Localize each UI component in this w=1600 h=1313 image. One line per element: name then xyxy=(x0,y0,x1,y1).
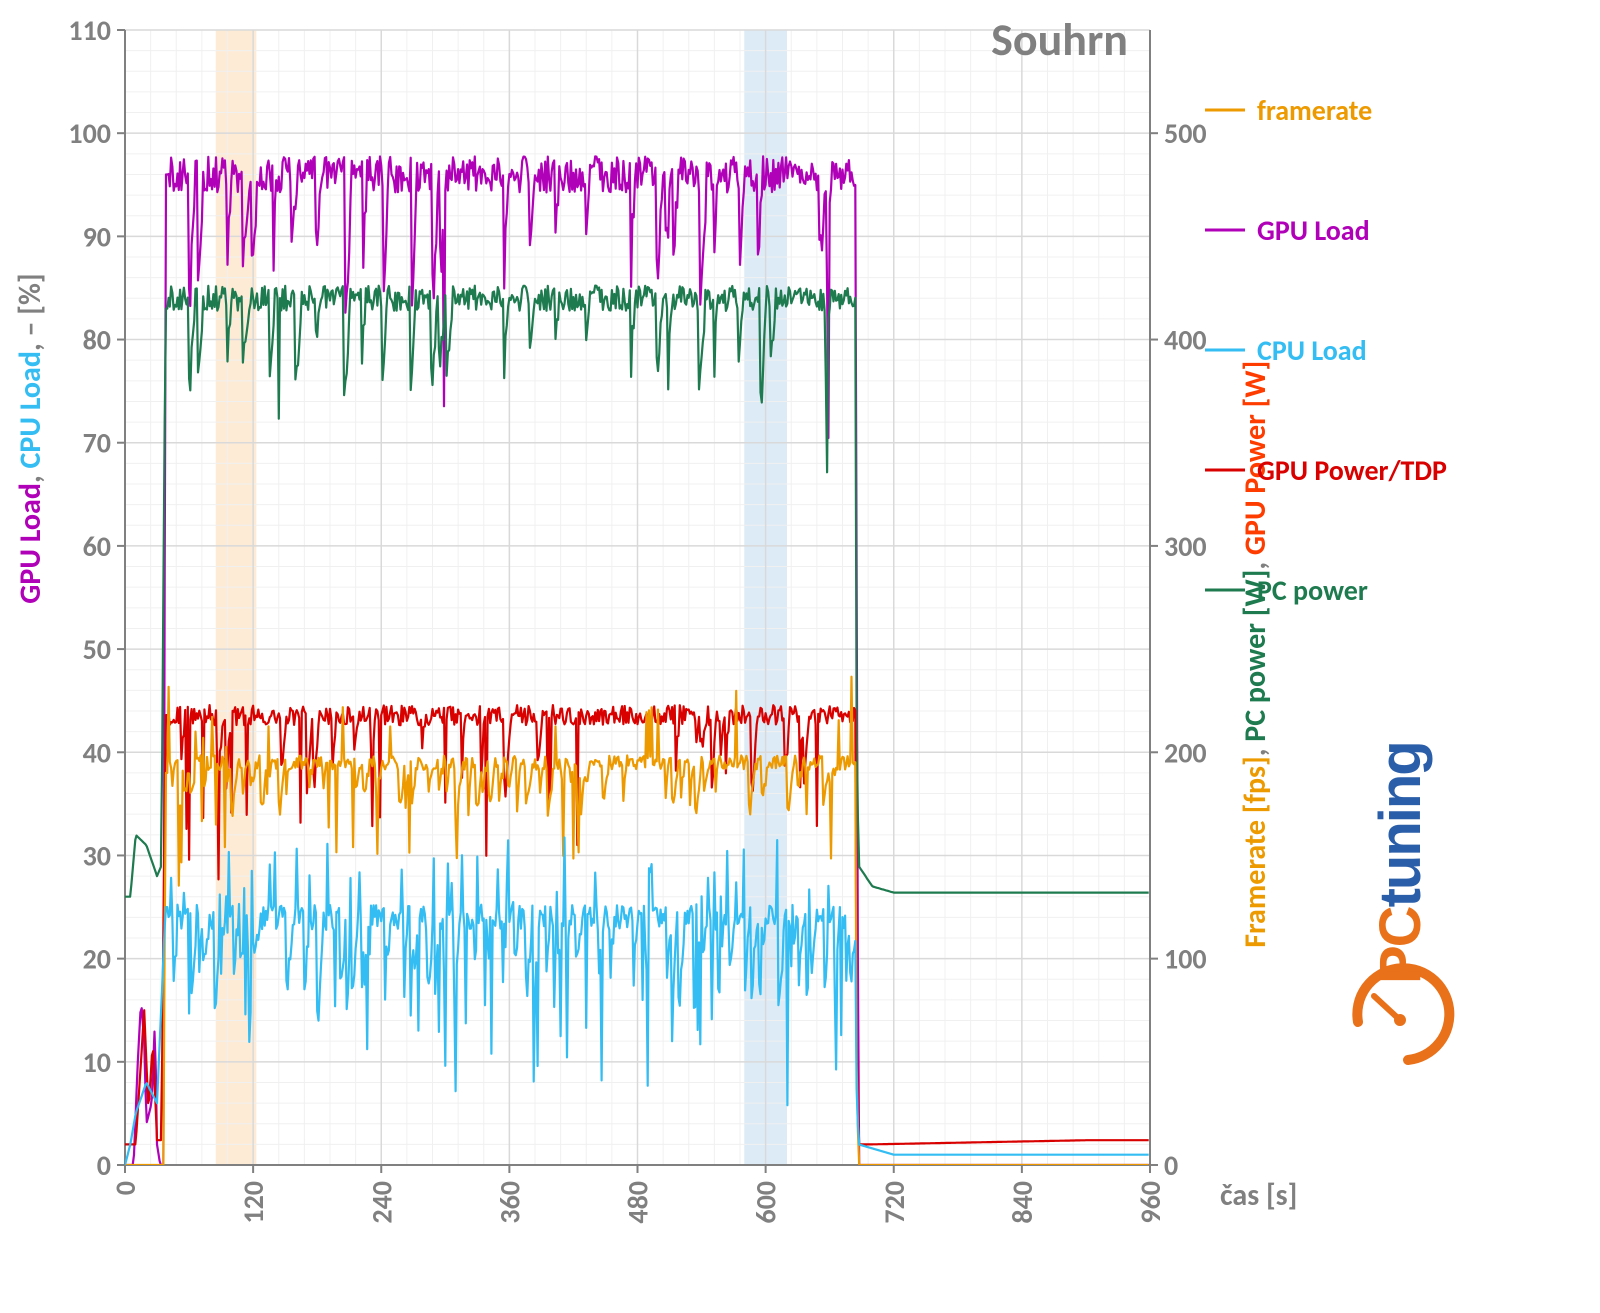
x-tick-label: 0 xyxy=(108,1181,143,1195)
y-right-axis-label: Framerate [fps], PC power [W], GPU Power… xyxy=(1237,361,1274,948)
y-left-tick-label: 110 xyxy=(68,13,111,48)
summary-chart: 0 10 20 30 40 50 60 70 80 90 100 110 0 100 200 300 400 50… xyxy=(0,0,1600,1313)
chart-title: Souhrn xyxy=(991,12,1128,68)
x-tick-label: 600 xyxy=(749,1181,784,1224)
y-left-tick-label: 60 xyxy=(83,529,111,564)
y-left-tick-label: 80 xyxy=(83,323,111,358)
y-left-tick-label: 20 xyxy=(83,942,111,977)
y-left-tick-label: 70 xyxy=(83,426,111,461)
legend-label: PC power xyxy=(1257,573,1368,608)
y-left-tick-label: 50 xyxy=(83,632,111,667)
y-left-tick-label: 100 xyxy=(68,116,111,151)
y-right-tick-label: 100 xyxy=(1164,942,1207,977)
x-tick-label: 480 xyxy=(621,1181,656,1224)
x-tick-label: 840 xyxy=(1005,1181,1040,1224)
x-tick-label: 240 xyxy=(364,1181,399,1224)
x-axis-label: čas [s] xyxy=(1220,1177,1297,1214)
svg-text:PCtuning: PCtuning xyxy=(1368,742,1433,984)
x-tick-label: 360 xyxy=(492,1181,527,1224)
x-tick-label: 120 xyxy=(236,1181,271,1224)
x-tick-label: 960 xyxy=(1133,1181,1168,1224)
y-right-tick-label: 200 xyxy=(1164,735,1207,770)
legend-label: GPU Power/TDP xyxy=(1257,453,1447,488)
y-left-tick-label: 10 xyxy=(83,1045,111,1080)
y-right-tick-label: 400 xyxy=(1164,323,1207,358)
y-right-tick-label: 500 xyxy=(1164,116,1207,151)
legend-label: GPU Load xyxy=(1257,213,1370,248)
y-left-tick-label: 90 xyxy=(83,219,111,254)
pctuning-logo: PCtuning xyxy=(1357,742,1449,1060)
x-tick-label: 720 xyxy=(877,1181,912,1224)
y-right-tick-label: 0 xyxy=(1164,1148,1178,1183)
y-left-tick-label: 40 xyxy=(83,735,111,770)
y-left-axis-label: GPU Load, CPU Load, – [%] xyxy=(12,273,49,603)
legend-label: framerate xyxy=(1257,93,1372,128)
y-left-tick-label: 30 xyxy=(83,838,111,873)
y-left-tick-label: 0 xyxy=(97,1148,111,1183)
y-right-tick-label: 300 xyxy=(1164,529,1207,564)
legend-label: CPU Load xyxy=(1257,333,1367,368)
